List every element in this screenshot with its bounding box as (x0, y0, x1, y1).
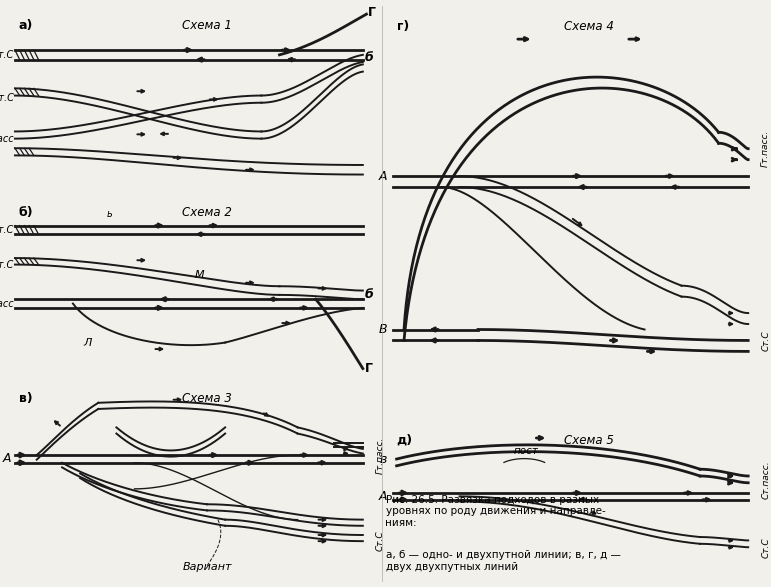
Text: Ст.Пасс: Ст.Пасс (0, 134, 14, 144)
Text: Схема 4: Схема 4 (564, 20, 614, 33)
Text: а): а) (19, 19, 33, 32)
Text: д): д) (396, 434, 412, 447)
Text: A: A (379, 170, 387, 183)
Text: Гт.пасс.: Гт.пасс. (761, 130, 770, 167)
Text: б: б (365, 50, 373, 64)
Text: Ст.С: Ст.С (761, 537, 770, 558)
Text: Г: Г (369, 6, 376, 19)
Text: Ст.пасс.: Ст.пасс. (761, 460, 770, 499)
Text: Вариант: Вариант (182, 562, 232, 572)
Text: г): г) (396, 20, 409, 33)
Text: в: в (380, 453, 387, 465)
Text: Схема 3: Схема 3 (182, 392, 232, 405)
Text: Л: Л (83, 338, 92, 348)
Text: Схема 1: Схема 1 (182, 19, 232, 32)
Text: М: М (195, 271, 204, 281)
Text: Ст.С: Ст.С (761, 330, 770, 351)
Text: пост: пост (513, 446, 539, 456)
Text: ь: ь (106, 209, 112, 219)
Text: A: A (379, 490, 387, 503)
Text: Ст.С: Ст.С (0, 259, 14, 269)
Text: B: B (379, 323, 387, 336)
Text: Гт.пасс.: Гт.пасс. (375, 436, 385, 474)
Text: A: A (3, 451, 12, 465)
Text: Гт.С: Гт.С (0, 93, 14, 103)
Text: а, б — одно- и двухпутной линии; в, г, д —
двух двухпутных линий: а, б — одно- и двухпутной линии; в, г, д… (386, 551, 621, 572)
Text: Ст.С: Ст.С (0, 50, 14, 60)
Text: Схема 2: Схема 2 (182, 206, 232, 219)
Text: Ст.С: Ст.С (375, 531, 385, 551)
Text: Рис. 26.5. Развязка подходов в разных
уровнях по роду движения и направле-
ниям:: Рис. 26.5. Развязка подходов в разных ур… (386, 495, 605, 528)
Text: Г: Г (365, 362, 372, 375)
Text: б: б (365, 288, 373, 301)
Text: Ст.С: Ст.С (0, 225, 14, 235)
Text: б): б) (19, 206, 33, 219)
Text: Схема 5: Схема 5 (564, 434, 614, 447)
Text: в): в) (19, 392, 32, 405)
Text: Ст.Пасс: Ст.Пасс (0, 299, 14, 309)
